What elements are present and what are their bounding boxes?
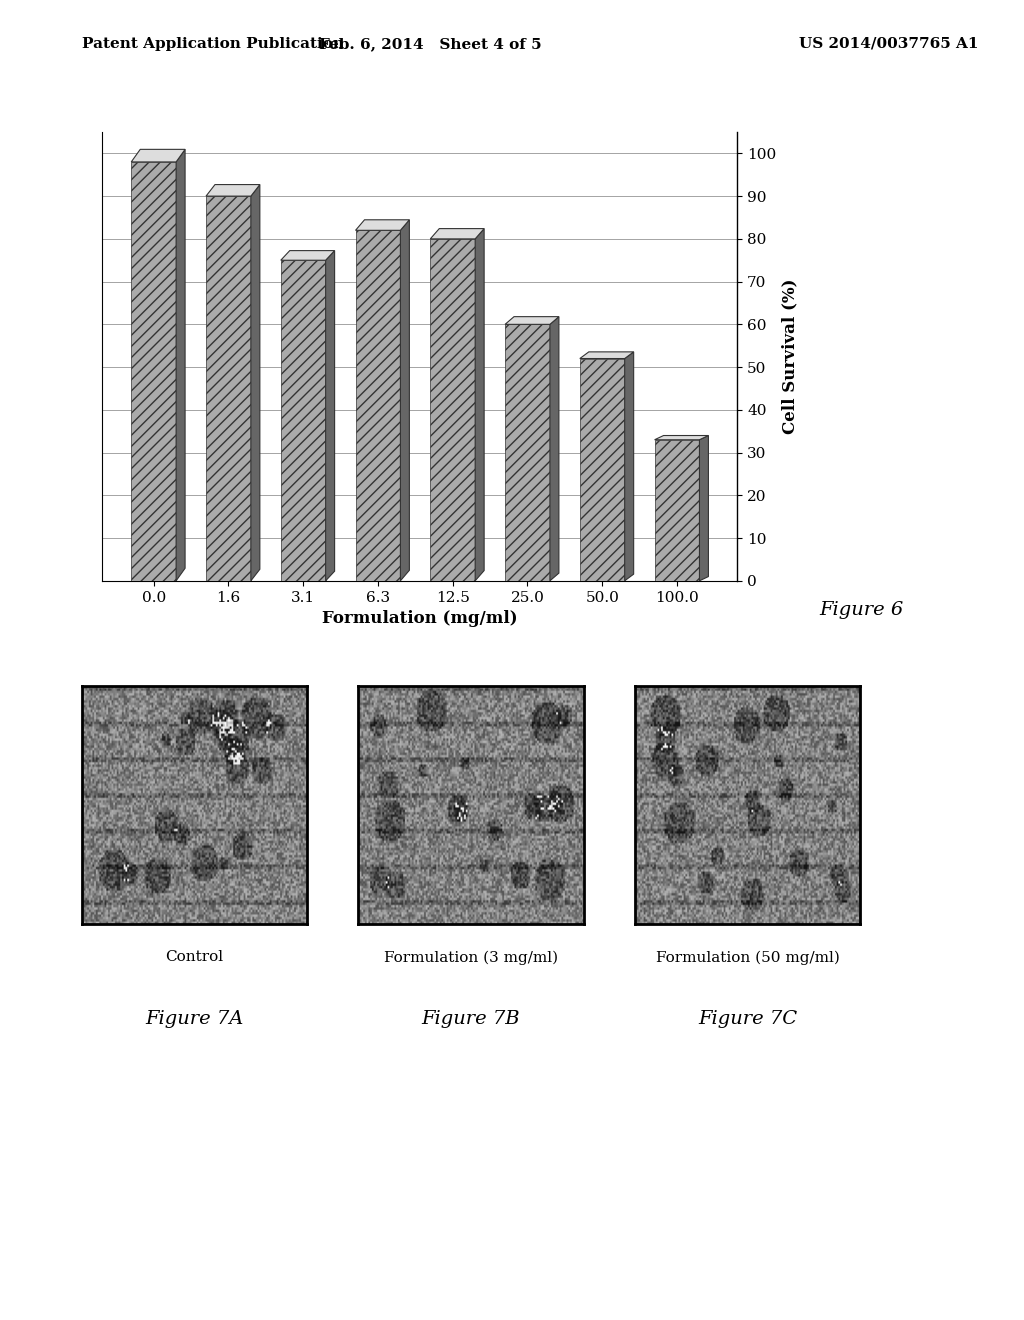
Polygon shape (580, 352, 634, 359)
X-axis label: Formulation (mg/ml): Formulation (mg/ml) (322, 610, 518, 627)
Text: US 2014/0037765 A1: US 2014/0037765 A1 (799, 37, 978, 51)
Text: Figure 7C: Figure 7C (698, 1010, 797, 1028)
Polygon shape (281, 251, 335, 260)
Text: Formulation (50 mg/ml): Formulation (50 mg/ml) (655, 950, 840, 965)
Polygon shape (550, 317, 559, 581)
Polygon shape (251, 185, 260, 581)
Polygon shape (699, 436, 709, 581)
Text: Figure 7B: Figure 7B (422, 1010, 520, 1028)
Polygon shape (326, 251, 335, 581)
Polygon shape (206, 185, 260, 197)
Text: Figure 6: Figure 6 (819, 601, 903, 619)
Polygon shape (430, 228, 484, 239)
Bar (281, 260, 326, 581)
Text: Patent Application Publication: Patent Application Publication (82, 37, 344, 51)
Bar (131, 162, 176, 581)
Text: Control: Control (166, 950, 223, 965)
Polygon shape (625, 352, 634, 581)
Text: Formulation (3 mg/ml): Formulation (3 mg/ml) (384, 950, 558, 965)
Text: Feb. 6, 2014   Sheet 4 of 5: Feb. 6, 2014 Sheet 4 of 5 (318, 37, 542, 51)
Polygon shape (131, 149, 185, 162)
Bar (654, 440, 699, 581)
Polygon shape (505, 317, 559, 325)
Polygon shape (400, 220, 410, 581)
Bar (430, 239, 475, 581)
Y-axis label: Cell Survival (%): Cell Survival (%) (781, 279, 799, 434)
Bar (206, 197, 251, 581)
Polygon shape (654, 436, 709, 440)
Bar (505, 325, 550, 581)
Bar (355, 230, 400, 581)
Polygon shape (475, 228, 484, 581)
Text: Figure 7A: Figure 7A (145, 1010, 244, 1028)
Bar (580, 359, 625, 581)
Polygon shape (176, 149, 185, 581)
Polygon shape (355, 220, 410, 230)
